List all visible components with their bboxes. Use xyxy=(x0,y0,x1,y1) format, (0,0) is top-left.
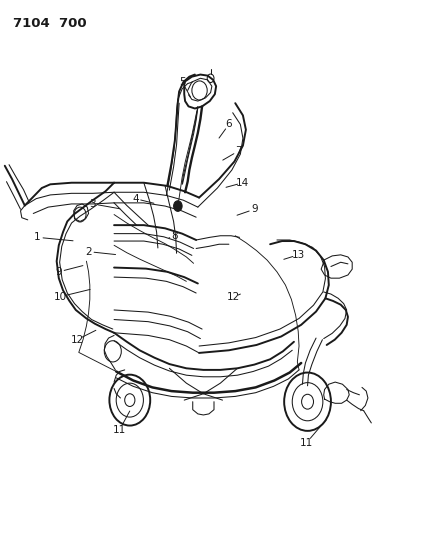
Text: 11: 11 xyxy=(300,438,313,448)
Text: 4: 4 xyxy=(132,193,139,204)
Text: 3: 3 xyxy=(89,199,96,209)
Text: 8: 8 xyxy=(172,231,178,241)
Circle shape xyxy=(125,394,135,407)
Text: 14: 14 xyxy=(236,177,250,188)
Text: 2: 2 xyxy=(85,247,92,257)
Circle shape xyxy=(302,394,313,409)
Text: 12: 12 xyxy=(226,292,240,302)
Circle shape xyxy=(174,201,182,212)
Text: 1: 1 xyxy=(34,232,41,243)
Text: 12: 12 xyxy=(71,335,84,345)
Text: 7104  700: 7104 700 xyxy=(13,17,87,30)
Text: 9: 9 xyxy=(56,267,62,277)
Text: 9: 9 xyxy=(251,204,258,214)
Text: 7: 7 xyxy=(235,146,242,156)
Text: 10: 10 xyxy=(54,292,67,302)
Text: 13: 13 xyxy=(291,250,305,260)
Text: 11: 11 xyxy=(113,425,126,435)
Text: 5: 5 xyxy=(179,77,185,87)
Text: 6: 6 xyxy=(226,119,232,130)
